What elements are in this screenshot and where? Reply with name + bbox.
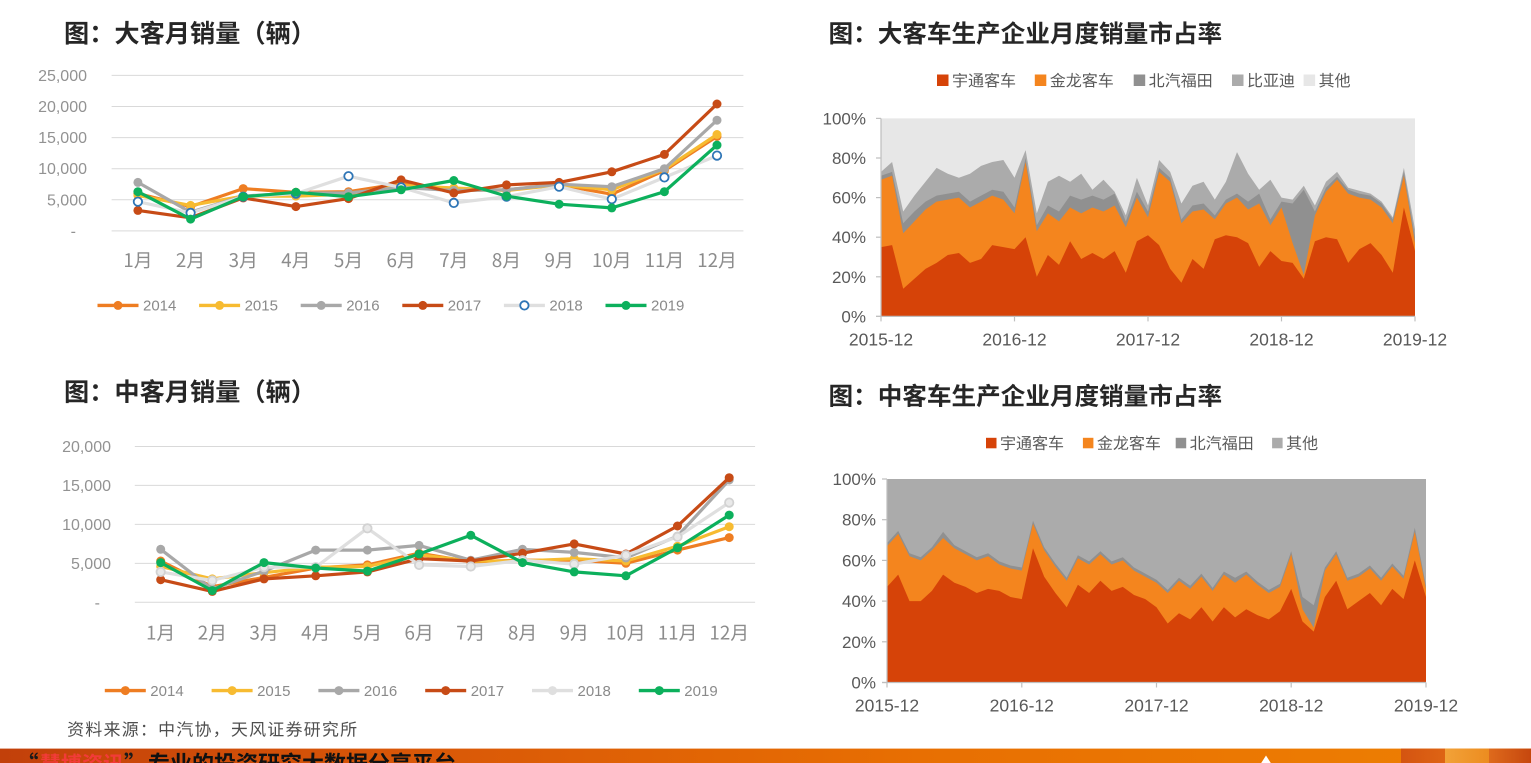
svg-text:2019: 2019 <box>651 298 684 315</box>
svg-text:2018: 2018 <box>549 298 582 315</box>
svg-text:20%: 20% <box>832 268 866 287</box>
svg-text:20,000: 20,000 <box>38 99 87 116</box>
svg-text:2018: 2018 <box>578 683 611 700</box>
svg-text:2016-12: 2016-12 <box>990 696 1054 716</box>
svg-text:2017-12: 2017-12 <box>1116 330 1180 350</box>
svg-text:15,000: 15,000 <box>38 130 87 147</box>
svg-text:2016: 2016 <box>346 298 379 315</box>
svg-text:2019-12: 2019-12 <box>1394 696 1458 716</box>
svg-text:80%: 80% <box>832 149 866 168</box>
svg-text:2015: 2015 <box>245 298 278 315</box>
svg-text:2015: 2015 <box>257 683 290 700</box>
svg-text:80%: 80% <box>842 511 876 530</box>
svg-text:60%: 60% <box>832 189 866 208</box>
svg-text:100%: 100% <box>823 109 866 128</box>
svg-text:25,000: 25,000 <box>38 68 87 85</box>
svg-text:100%: 100% <box>833 470 876 489</box>
svg-text:0%: 0% <box>841 307 866 326</box>
svg-text:2015-12: 2015-12 <box>855 696 919 716</box>
svg-text:60%: 60% <box>842 551 876 570</box>
svg-text:5,000: 5,000 <box>71 556 111 573</box>
svg-text:2017: 2017 <box>448 298 481 315</box>
svg-text:2019-12: 2019-12 <box>1383 330 1447 350</box>
svg-text:2014: 2014 <box>143 298 176 315</box>
svg-text:40%: 40% <box>832 228 866 247</box>
svg-text:10,000: 10,000 <box>62 517 111 534</box>
svg-text:2018-12: 2018-12 <box>1249 330 1313 350</box>
svg-text:40%: 40% <box>842 592 876 611</box>
svg-text:-: - <box>95 595 100 612</box>
svg-text:20,000: 20,000 <box>62 439 111 456</box>
svg-text:10,000: 10,000 <box>38 161 87 178</box>
svg-text:20%: 20% <box>842 633 876 652</box>
svg-text:-: - <box>71 223 76 240</box>
svg-text:2017: 2017 <box>471 683 504 700</box>
svg-text:5,000: 5,000 <box>47 192 87 209</box>
svg-text:15,000: 15,000 <box>62 478 111 495</box>
svg-text:2014: 2014 <box>150 683 183 700</box>
svg-text:0%: 0% <box>851 674 876 693</box>
svg-text:2017-12: 2017-12 <box>1124 696 1188 716</box>
svg-text:2016: 2016 <box>364 683 397 700</box>
svg-text:2016-12: 2016-12 <box>982 330 1046 350</box>
svg-text:2018-12: 2018-12 <box>1259 696 1323 716</box>
svg-text:2019: 2019 <box>684 683 717 700</box>
svg-text:2015-12: 2015-12 <box>849 330 913 350</box>
